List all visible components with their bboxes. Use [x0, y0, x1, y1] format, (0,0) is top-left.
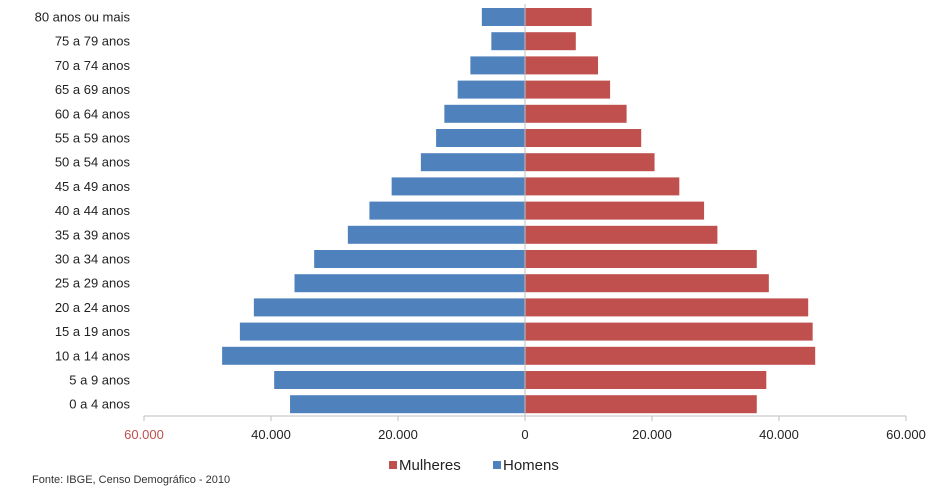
legend-swatch-homens: [493, 461, 501, 469]
legend: Mulheres Homens: [389, 457, 559, 474]
x-tick-label-5: 40.000: [759, 427, 799, 442]
category-label-16: 80 anos ou mais: [35, 10, 131, 25]
x-tick-label-4: 20.000: [632, 427, 672, 442]
bar-homens-15: [491, 32, 525, 51]
bar-homens-14: [470, 56, 525, 75]
bars-group: [222, 8, 816, 414]
bar-mulheres-1: [525, 371, 767, 389]
category-label-9: 45 a 49 anos: [55, 179, 131, 194]
bar-homens-4: [253, 298, 526, 317]
bar-homens-11: [436, 129, 525, 147]
x-tick-label-2: 20.000: [378, 427, 418, 442]
bar-mulheres-12: [525, 104, 627, 123]
bar-mulheres-11: [525, 129, 642, 147]
x-tick-label-6: 60.000: [886, 427, 926, 442]
source-note: Fonte: IBGE, Censo Demográfico - 2010: [32, 474, 231, 486]
legend-label-mulheres: Mulheres: [399, 457, 461, 474]
bar-mulheres-13: [525, 80, 611, 99]
bar-homens-1: [274, 371, 525, 389]
category-label-10: 50 a 54 anos: [55, 155, 131, 170]
x-tick-label-0: 60.000: [124, 427, 164, 442]
category-label-3: 15 a 19 anos: [55, 324, 131, 339]
bar-homens-10: [420, 153, 525, 172]
bar-homens-3: [239, 322, 525, 341]
bar-homens-13: [457, 80, 525, 99]
bar-mulheres-0: [525, 395, 757, 414]
category-label-2: 10 a 14 anos: [55, 348, 131, 363]
bar-mulheres-10: [525, 153, 655, 172]
category-label-12: 60 a 64 anos: [55, 106, 131, 121]
bar-mulheres-6: [525, 250, 757, 268]
bar-mulheres-9: [525, 177, 680, 196]
category-label-13: 65 a 69 anos: [55, 82, 131, 97]
category-label-0: 0 a 4 anos: [69, 397, 130, 412]
x-tick-label-3: 0: [521, 427, 528, 442]
category-label-5: 25 a 29 anos: [55, 276, 131, 291]
bar-homens-9: [391, 177, 525, 196]
bar-homens-7: [347, 225, 525, 244]
bar-mulheres-5: [525, 274, 769, 293]
category-label-14: 70 a 74 anos: [55, 58, 131, 73]
bar-mulheres-2: [525, 346, 816, 365]
bar-mulheres-15: [525, 32, 576, 51]
x-tick-label-1: 40.000: [251, 427, 291, 442]
bar-mulheres-14: [525, 56, 599, 75]
bar-homens-5: [294, 274, 525, 293]
bar-mulheres-8: [525, 201, 705, 220]
category-label-15: 75 a 79 anos: [55, 34, 131, 49]
bar-homens-16: [481, 8, 525, 26]
bar-homens-8: [369, 201, 525, 220]
category-label-11: 55 a 59 anos: [55, 131, 131, 146]
legend-swatch-mulheres: [389, 461, 397, 469]
category-label-6: 30 a 34 anos: [55, 252, 131, 267]
category-label-1: 5 a 9 anos: [69, 373, 130, 388]
bar-homens-6: [314, 250, 525, 268]
bar-mulheres-7: [525, 225, 718, 244]
x-ticks-group: 60.000 40.000 20.000 0 20.000 40.000 60.000: [124, 416, 926, 442]
category-labels-group: 0 a 4 anos 5 a 9 anos 10 a 14 anos 15 a 19 …: [35, 10, 131, 412]
bar-homens-2: [222, 346, 526, 365]
category-label-4: 20 a 24 anos: [55, 300, 131, 315]
legend-label-homens: Homens: [503, 457, 559, 474]
bar-homens-12: [444, 104, 525, 123]
bar-mulheres-16: [525, 8, 592, 26]
category-label-8: 40 a 44 anos: [55, 203, 131, 218]
bar-mulheres-4: [525, 298, 809, 317]
bar-homens-0: [290, 395, 525, 414]
category-label-7: 35 a 39 anos: [55, 227, 131, 242]
bar-mulheres-3: [525, 322, 813, 341]
